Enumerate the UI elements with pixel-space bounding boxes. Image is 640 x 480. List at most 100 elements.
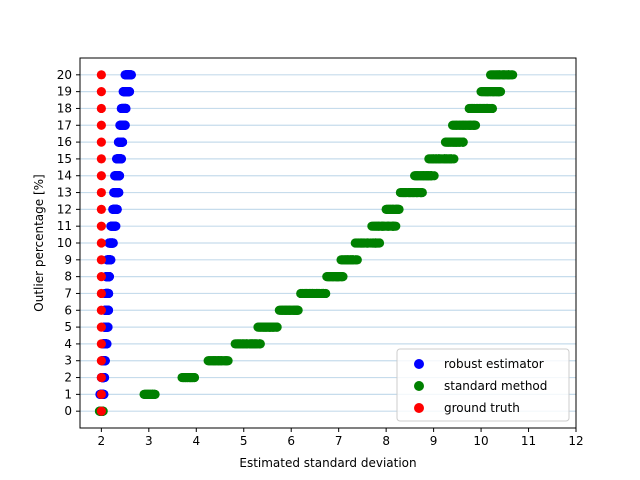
y-tick-label-3: 3 — [64, 354, 72, 368]
x-tick-label-12: 12 — [568, 434, 583, 448]
point-ground-truth-15 — [96, 154, 106, 164]
y-tick-label-18: 18 — [57, 101, 72, 115]
point-ground-truth-17 — [96, 120, 106, 130]
y-tick-label-6: 6 — [64, 303, 72, 317]
point-robust-estimator-13 — [114, 187, 124, 198]
point-standard-method-16 — [458, 137, 468, 147]
point-robust-estimator-15 — [116, 154, 126, 164]
point-robust-estimator-19 — [124, 87, 135, 97]
point-robust-estimator-16 — [117, 137, 128, 147]
x-tick-label-5: 5 — [240, 434, 248, 448]
point-robust-estimator-14 — [114, 171, 125, 181]
y-tick-label-13: 13 — [57, 186, 72, 200]
legend-label-ground-truth: ground truth — [444, 401, 520, 415]
point-standard-method-7 — [318, 288, 328, 299]
x-tick-label-2: 2 — [98, 434, 106, 448]
point-ground-truth-19 — [96, 87, 106, 97]
point-standard-method-2 — [189, 372, 200, 383]
point-standard-method-1 — [150, 389, 160, 399]
point-standard-method-6 — [293, 305, 303, 315]
legend: robust estimator standard method ground … — [396, 348, 570, 422]
point-ground-truth-0 — [96, 406, 106, 416]
data-points — [94, 70, 518, 416]
y-tick-label-10: 10 — [57, 236, 72, 250]
legend-marker-ground-truth — [414, 403, 424, 413]
y-tick-label-5: 5 — [64, 320, 72, 334]
legend-label-standard-method: standard method — [444, 379, 547, 393]
y-axis-label: Outlier percentage [%] — [32, 174, 46, 311]
point-standard-method-17 — [470, 120, 481, 130]
point-standard-method-4 — [254, 339, 265, 349]
y-tick-label-15: 15 — [57, 152, 72, 166]
point-robust-estimator-9 — [106, 255, 116, 265]
x-tick-label-7: 7 — [335, 434, 343, 448]
point-standard-method-5 — [272, 322, 282, 332]
y-tick-label-19: 19 — [57, 85, 72, 99]
y-tick-label-4: 4 — [64, 337, 72, 351]
point-standard-method-11 — [389, 221, 400, 231]
legend-label-robust-estimator: robust estimator — [444, 357, 544, 371]
x-tick-label-3: 3 — [145, 434, 153, 448]
point-ground-truth-20 — [96, 70, 106, 80]
point-ground-truth-2 — [96, 372, 106, 383]
y-tick-label-14: 14 — [57, 169, 72, 183]
point-ground-truth-6 — [96, 305, 106, 315]
x-tick-label-9: 9 — [430, 434, 438, 448]
x-tick-label-4: 4 — [192, 434, 200, 448]
y-tick-label-20: 20 — [57, 68, 72, 82]
point-standard-method-20 — [507, 70, 517, 80]
point-robust-estimator-12 — [112, 204, 122, 214]
y-tick-label-7: 7 — [64, 286, 72, 300]
y-tick-label-12: 12 — [57, 202, 72, 216]
point-ground-truth-3 — [96, 356, 106, 366]
point-ground-truth-5 — [96, 322, 106, 332]
y-tick-label-1: 1 — [64, 387, 72, 401]
point-ground-truth-1 — [96, 389, 106, 399]
point-standard-method-14 — [429, 171, 439, 181]
x-tick-label-10: 10 — [473, 434, 488, 448]
point-standard-method-18 — [487, 103, 498, 114]
point-robust-estimator-5 — [103, 322, 113, 332]
point-ground-truth-14 — [96, 171, 106, 181]
point-standard-method-3 — [223, 356, 233, 366]
y-tick-label-9: 9 — [64, 253, 72, 267]
point-ground-truth-8 — [96, 272, 106, 282]
y-tick-label-2: 2 — [64, 371, 72, 385]
point-standard-method-10 — [374, 238, 385, 248]
point-ground-truth-13 — [96, 187, 106, 198]
point-standard-method-13 — [417, 187, 427, 198]
y-tick-label-0: 0 — [64, 404, 72, 418]
y-tick-label-16: 16 — [57, 135, 72, 149]
point-ground-truth-12 — [96, 204, 106, 214]
point-standard-method-19 — [495, 87, 506, 97]
x-tick-label-11: 11 — [521, 434, 536, 448]
point-robust-estimator-10 — [108, 238, 118, 248]
point-standard-method-15 — [447, 154, 457, 164]
point-robust-estimator-20 — [126, 70, 136, 80]
point-robust-estimator-17 — [120, 120, 130, 130]
point-standard-method-12 — [394, 204, 404, 214]
y-tick-label-8: 8 — [64, 270, 72, 284]
point-ground-truth-11 — [96, 221, 106, 231]
legend-marker-standard-method — [414, 381, 424, 391]
point-robust-estimator-7 — [104, 288, 114, 299]
x-axis-label: Estimated standard deviation — [239, 456, 416, 470]
point-robust-estimator-18 — [121, 103, 131, 114]
point-robust-estimator-6 — [103, 305, 114, 315]
point-ground-truth-4 — [96, 339, 106, 349]
point-standard-method-8 — [338, 272, 348, 282]
x-axis-ticks: 2 3 4 5 6 7 8 9 10 11 12 — [98, 428, 584, 448]
x-tick-label-8: 8 — [382, 434, 390, 448]
point-standard-method-9 — [352, 255, 362, 265]
point-ground-truth-9 — [96, 255, 106, 265]
point-ground-truth-10 — [96, 238, 106, 248]
x-tick-label-6: 6 — [287, 434, 295, 448]
legend-marker-robust-estimator — [414, 359, 424, 369]
y-tick-label-11: 11 — [57, 219, 72, 233]
point-ground-truth-18 — [96, 103, 106, 114]
point-robust-estimator-11 — [111, 221, 121, 231]
point-robust-estimator-8 — [104, 272, 114, 282]
point-ground-truth-16 — [96, 137, 106, 147]
